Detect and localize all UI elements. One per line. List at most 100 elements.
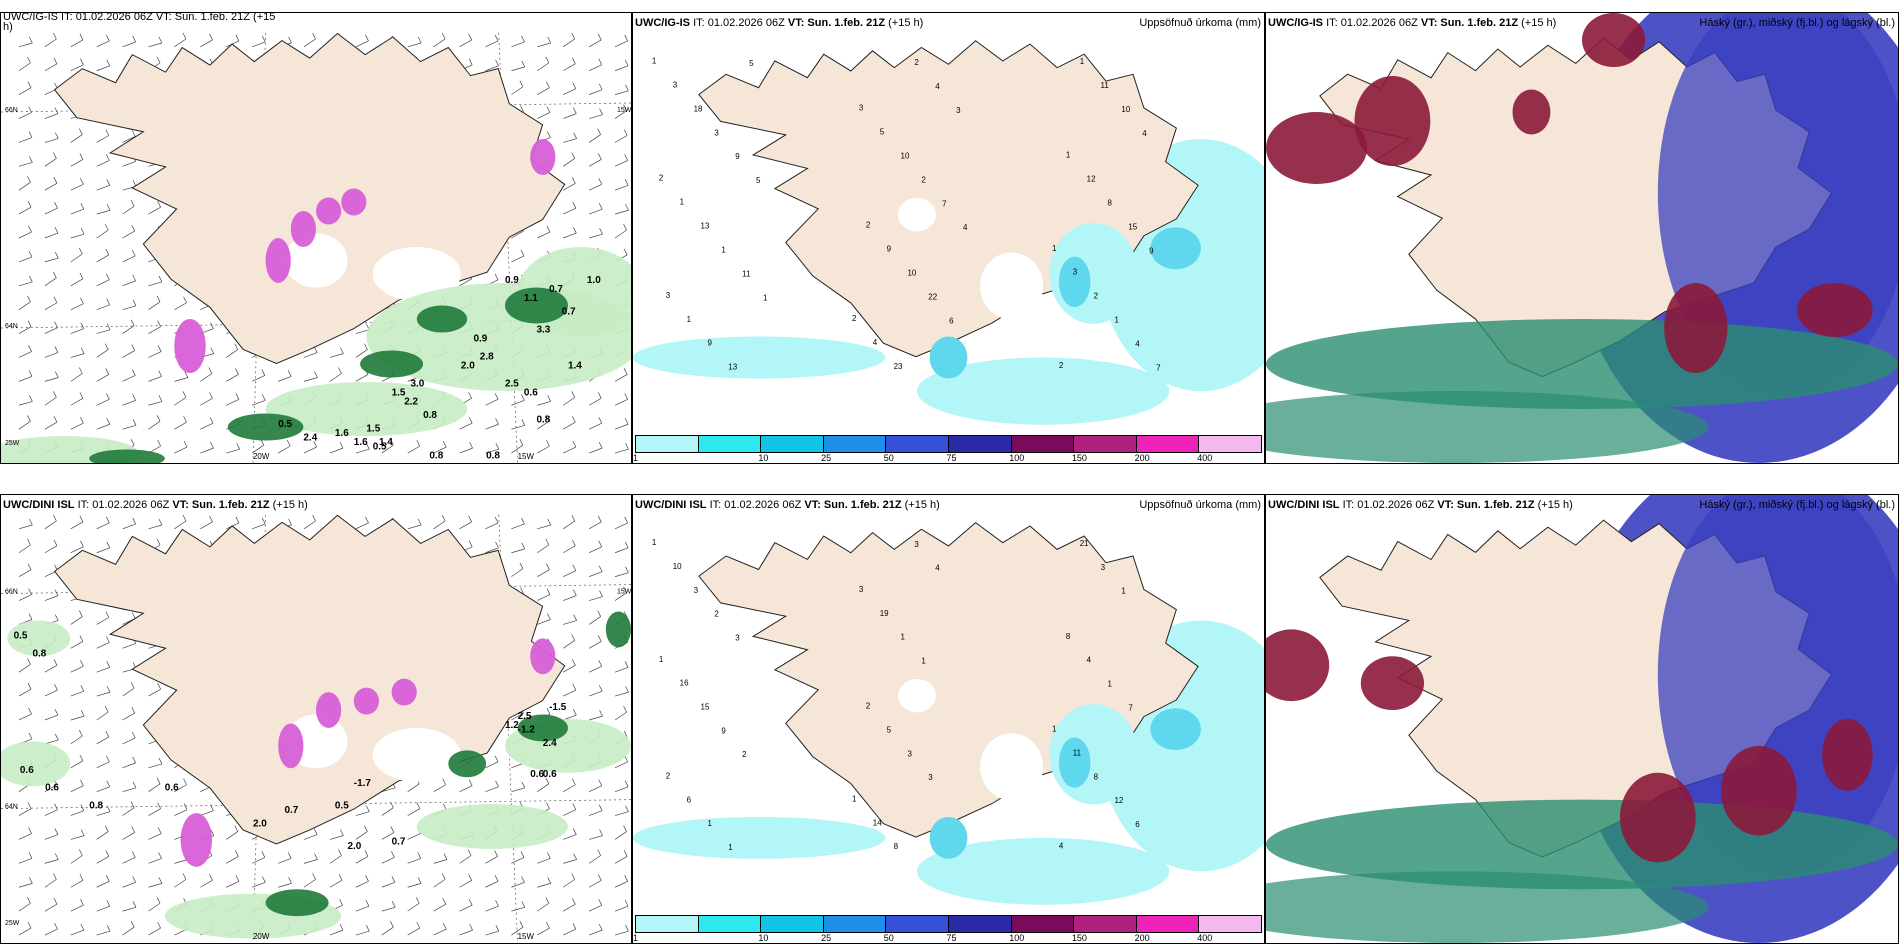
- wind-speed-value: -1.5: [549, 702, 567, 713]
- wind-barb-flag: [390, 826, 395, 833]
- wind-barb: [96, 547, 110, 554]
- wind-barb: [407, 883, 422, 888]
- wind-barb: [44, 784, 58, 792]
- wind-barb-flag: [572, 659, 576, 666]
- wind-barb-flag: [131, 706, 136, 714]
- longitude-line: [498, 32, 518, 463]
- colorbar-tick-label: 10: [758, 933, 769, 943]
- wind-barb-flag: [53, 32, 57, 40]
- wind-barb: [329, 880, 343, 888]
- wind-barb: [563, 113, 577, 119]
- wind-barb-flag: [571, 152, 576, 159]
- wind-barb: [148, 783, 161, 792]
- wind-barb: [174, 859, 188, 864]
- cloud-map: [1266, 495, 1898, 943]
- precip-value: 2: [714, 610, 719, 619]
- wind-barb-flag: [78, 128, 83, 135]
- wind-barb-flag: [597, 128, 601, 135]
- precip-value: 21: [1080, 539, 1089, 548]
- wind-barb-flag: [547, 131, 551, 138]
- wind-barb: [70, 353, 85, 358]
- wind-barb-flag: [364, 343, 368, 350]
- wind-barb: [44, 520, 57, 530]
- wind-barb: [485, 423, 499, 430]
- wind-barb-flag: [598, 779, 603, 786]
- wind-barb: [588, 880, 602, 888]
- wind-barb-flag: [287, 852, 292, 859]
- wind-barb: [70, 159, 84, 167]
- wind-barb: [148, 401, 163, 406]
- high-cloud-area: [1619, 772, 1696, 863]
- wind-barb-flag: [288, 877, 292, 884]
- wind-barb-flag: [27, 176, 31, 183]
- wind-barb: [70, 303, 84, 310]
- wind-barb-flag: [131, 612, 136, 619]
- wind-barb: [589, 810, 603, 816]
- wind-barb-flag: [391, 851, 395, 858]
- wind-barb: [614, 135, 628, 143]
- wind-barb: [381, 882, 395, 888]
- wind-barb-flag: [416, 439, 421, 447]
- precip-value: 12: [1087, 174, 1096, 183]
- wind-barb-flag: [79, 272, 84, 280]
- wind-barb-flag: [53, 57, 58, 64]
- wind-barb: [44, 714, 59, 721]
- wind-speed-value: 1.5: [392, 388, 406, 399]
- colorbar-swatch: [948, 436, 1012, 452]
- wind-barb: [407, 902, 420, 912]
- wind-barb-flag: [53, 514, 57, 522]
- longitude-label-20w: 20W: [253, 932, 270, 941]
- precip-value: 2: [666, 771, 671, 780]
- wind-barb: [122, 280, 136, 287]
- wind-barb-flag: [29, 275, 33, 283]
- wind-barb: [226, 448, 240, 454]
- colorbar-swatch: [761, 916, 824, 932]
- wind-speed-value: 0.8: [537, 415, 551, 426]
- wind-barb-flag: [156, 415, 161, 422]
- wind-barb: [44, 63, 58, 72]
- colorbar-tick-label: 1: [633, 453, 639, 463]
- wind-barb-flag: [572, 708, 577, 716]
- wind-barb: [18, 326, 32, 334]
- wind-barb-flag: [599, 710, 603, 717]
- wind-barb-flag: [106, 925, 111, 932]
- wind-barb-flag: [79, 153, 84, 160]
- precip-value: 13: [701, 222, 710, 231]
- wind-barb: [329, 373, 342, 382]
- wind-barb-flag: [131, 826, 136, 833]
- wind-barb-flag: [468, 779, 473, 786]
- wind-speed-value: 0.6: [543, 769, 557, 780]
- wind-barb: [174, 809, 188, 816]
- wind-barb: [511, 41, 525, 48]
- wind-barb-flag: [131, 344, 136, 351]
- wind-barb: [614, 65, 629, 72]
- wind-barb: [148, 858, 162, 864]
- wind-barb-flag: [53, 177, 58, 184]
- wind-barb: [614, 761, 628, 769]
- precip-value: 1: [680, 198, 685, 207]
- wind-barb-flag: [104, 224, 109, 231]
- wind-speed-value: 0.6: [45, 783, 59, 794]
- wind-barb: [614, 399, 628, 406]
- precip-colorbar: 1 10 25 50 75 100 150 200 400: [633, 435, 1262, 463]
- wind-barb-flag: [130, 921, 135, 928]
- wind-barb: [614, 930, 629, 936]
- wind-barb-flag: [598, 58, 603, 65]
- wind-barb: [614, 711, 627, 721]
- precip-value: 15: [1128, 222, 1137, 231]
- wind-barb: [381, 444, 394, 454]
- precip-value: 16: [680, 679, 689, 688]
- wind-barb-flag: [339, 442, 344, 449]
- wind-barb: [303, 38, 316, 48]
- latitude-label-66n: 66N: [5, 107, 18, 114]
- wind-barb-flag: [494, 393, 499, 400]
- wind-speed-value: 0.9: [505, 275, 519, 286]
- wind-barb: [148, 808, 161, 816]
- wind-barb-flag: [416, 921, 421, 929]
- high-cloud-area: [1664, 282, 1728, 373]
- wind-barb: [614, 691, 629, 697]
- wind-barb-flag: [182, 391, 187, 398]
- wind-barb: [122, 687, 135, 697]
- wind-barb-flag: [29, 877, 33, 884]
- wind-barb-flag: [53, 539, 58, 546]
